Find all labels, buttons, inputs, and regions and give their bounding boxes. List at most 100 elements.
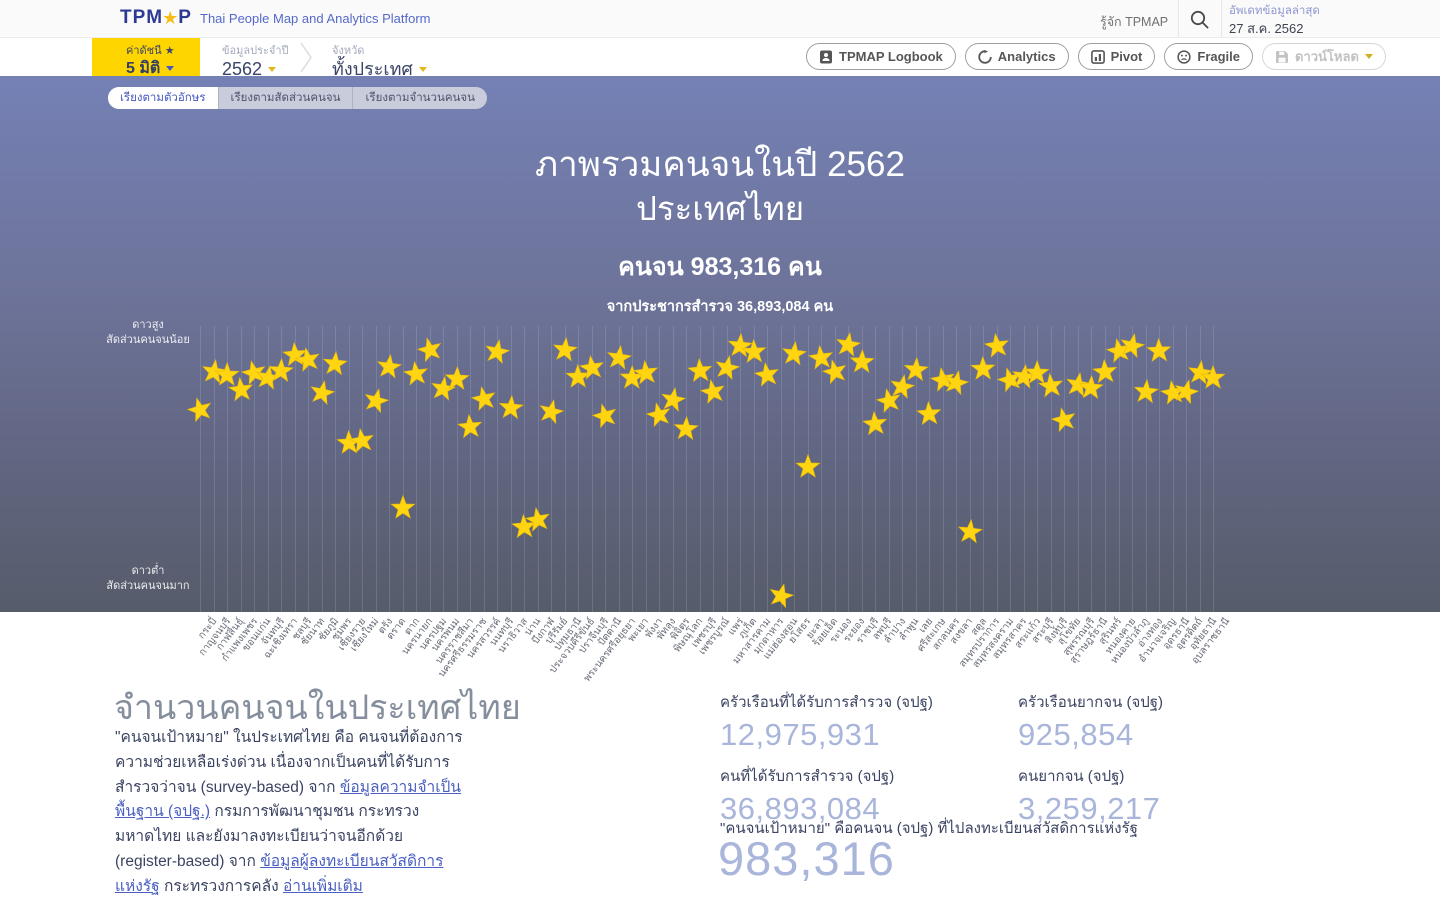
fragile-icon <box>1177 49 1192 64</box>
target-poor-label: "คนจนเป้าหมาย" คือคนจน (จปฐ) ที่ไปลงทะเบ… <box>720 820 1138 837</box>
gridline <box>321 326 323 612</box>
province-star[interactable] <box>1185 359 1214 388</box>
province-star[interactable] <box>1170 376 1202 408</box>
province-star[interactable] <box>456 413 484 441</box>
tab-sort-0[interactable]: เรียงตามตัวอักษร <box>108 87 218 109</box>
province-star[interactable] <box>468 384 499 415</box>
province-star[interactable] <box>577 353 606 382</box>
analytics-button[interactable]: Analytics <box>964 43 1069 70</box>
gridline <box>605 326 607 612</box>
province-star[interactable] <box>511 513 538 540</box>
province-star[interactable] <box>658 385 688 415</box>
province-star[interactable] <box>740 338 767 366</box>
index-dropdown[interactable]: ค่าดัชนี ★ 5 มิติ <box>92 38 200 77</box>
province-star[interactable] <box>267 357 294 384</box>
province-star[interactable] <box>795 454 821 480</box>
button-label: ดาวน์โหลด <box>1295 49 1359 64</box>
province-star[interactable] <box>970 355 996 382</box>
province-star[interactable] <box>1146 337 1173 365</box>
province-star[interactable] <box>1024 359 1051 386</box>
gridline <box>1023 326 1025 612</box>
analytics-icon <box>978 49 992 64</box>
province-star[interactable] <box>389 495 416 521</box>
gridline <box>281 326 282 612</box>
chevron-down-icon <box>268 67 277 73</box>
province-star[interactable] <box>414 334 446 366</box>
province-star[interactable] <box>523 505 553 535</box>
province-star[interactable] <box>293 345 323 375</box>
province-star[interactable] <box>807 344 836 373</box>
province-star[interactable] <box>1063 370 1093 400</box>
province-star[interactable] <box>1200 365 1226 391</box>
tpmap-logo[interactable]: TPM ★ P <box>120 7 192 29</box>
province-star[interactable] <box>848 348 875 376</box>
province-star[interactable] <box>402 360 431 389</box>
button-label: Fragile <box>1197 49 1240 64</box>
province-star[interactable] <box>589 400 621 432</box>
intro-link[interactable]: อ่านเพิ่มเติม <box>282 877 363 895</box>
province-star[interactable] <box>819 356 851 388</box>
province-star[interactable] <box>1091 358 1119 386</box>
top-header: TPM ★ P Thai People Map and Analytics Plat… <box>0 0 1440 38</box>
gridline <box>348 326 350 612</box>
province-star[interactable] <box>752 360 782 390</box>
province-star[interactable] <box>550 336 579 365</box>
province-star[interactable] <box>982 331 1011 360</box>
province-star[interactable] <box>347 426 377 456</box>
pivot-button[interactable]: Pivot <box>1077 43 1156 70</box>
province-star[interactable] <box>536 396 567 427</box>
province-star[interactable] <box>711 353 742 384</box>
province-star[interactable] <box>941 367 972 398</box>
province-star[interactable] <box>765 580 797 612</box>
province-star[interactable] <box>482 337 512 367</box>
star-chart-panel: เรียงตามตัวอักษร เรียงตามสัดส่วนคนจน เรียง… <box>0 76 1440 612</box>
province-star[interactable] <box>833 330 863 360</box>
province-star[interactable] <box>1078 374 1105 401</box>
province-star[interactable] <box>1049 404 1080 435</box>
province-star[interactable] <box>726 332 754 360</box>
province-star[interactable] <box>184 394 216 426</box>
intro-link[interactable]: ข้อมูลผู้ลงทะเบียนสวัสดิการแห่งรัฐ <box>115 852 444 895</box>
province-star[interactable] <box>1037 372 1066 401</box>
logo-subtitle: Thai People Map and Analytics Platform <box>200 11 431 26</box>
year-dropdown[interactable]: ข้อมูลประจำปี 2562 <box>222 41 289 80</box>
province-star[interactable] <box>673 415 700 442</box>
province-star[interactable] <box>916 400 943 427</box>
tpmap-logbook-button[interactable]: TPMAP Logbook <box>806 43 956 70</box>
province-star[interactable] <box>887 372 917 402</box>
tab-sort-2[interactable]: เรียงตามจำนวนคนจน <box>352 87 487 109</box>
about-tpmap-link[interactable]: รู้จัก TPMAP <box>1100 15 1169 29</box>
province-star[interactable] <box>956 518 985 547</box>
province-star[interactable] <box>497 394 525 422</box>
province-star[interactable] <box>928 365 958 395</box>
province-star[interactable] <box>861 410 889 438</box>
tab-sort-1[interactable]: เรียงตามสัดส่วนคนจน <box>217 87 353 109</box>
province-star[interactable] <box>644 399 675 430</box>
province-star[interactable] <box>226 376 255 405</box>
fragile-button[interactable]: Fragile <box>1164 43 1253 70</box>
gridline <box>551 326 553 612</box>
province-star[interactable] <box>604 343 633 372</box>
province-star[interactable] <box>873 386 904 417</box>
province-star[interactable] <box>1131 378 1159 406</box>
download-button[interactable]: ดาวน์โหลด <box>1262 43 1386 70</box>
province-star[interactable] <box>1117 331 1148 362</box>
search-button[interactable] <box>1189 9 1211 31</box>
province-star[interactable] <box>443 365 470 393</box>
province-star[interactable] <box>780 340 809 369</box>
province-star[interactable] <box>698 377 728 407</box>
province-star[interactable] <box>214 361 240 388</box>
province-star[interactable] <box>199 357 228 386</box>
province-star[interactable] <box>306 378 337 409</box>
province-star[interactable] <box>902 356 930 384</box>
logo-text-right: P <box>178 7 192 28</box>
province-star[interactable] <box>238 357 269 388</box>
province-star[interactable] <box>686 357 714 385</box>
province-star[interactable] <box>321 350 349 378</box>
province-star[interactable] <box>375 353 404 382</box>
target-poor-value: 983,316 <box>718 832 895 885</box>
province-star[interactable] <box>360 385 392 417</box>
province-dropdown[interactable]: จังหวัด ทั้งประเทศ <box>332 41 427 80</box>
province-star[interactable] <box>631 359 660 388</box>
intro-link[interactable]: ข้อมูลความจำเป็นพื้นฐาน (จปฐ.) <box>115 778 461 821</box>
